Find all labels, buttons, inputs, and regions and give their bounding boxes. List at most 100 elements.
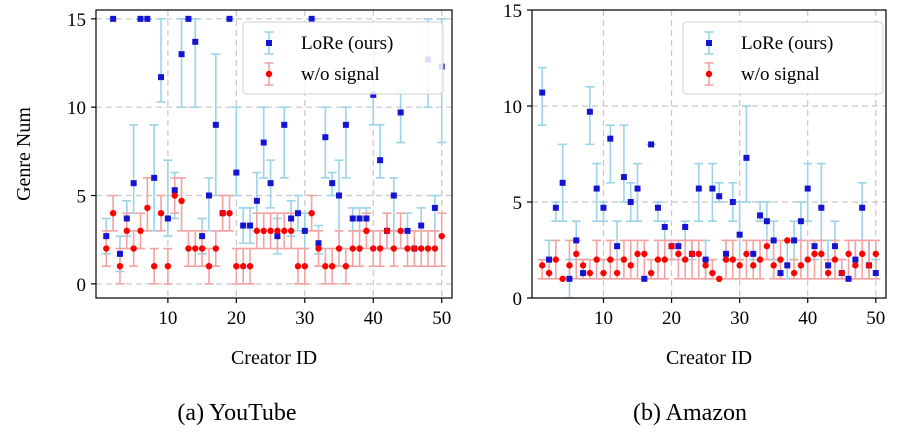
data-point-wo-signal: [233, 262, 240, 270]
data-point-lore: [110, 15, 117, 22]
data-point-wo-signal: [370, 245, 377, 252]
data-point-lore: [627, 199, 634, 205]
data-point-wo-signal: [613, 269, 621, 277]
data-point-wo-signal: [246, 262, 254, 270]
plot-frame: [531, 9, 887, 299]
error-bar: [177, 18, 187, 108]
data-point-lore: [288, 215, 295, 222]
data-point-lore: [763, 218, 770, 225]
data-point-wo-signal: [171, 192, 178, 199]
error-bar: [156, 18, 166, 103]
data-point-wo-signal: [287, 227, 295, 235]
data-point-wo-signal: [688, 250, 696, 258]
x-tick-label: 30: [295, 308, 314, 329]
data-point-wo-signal: [831, 256, 839, 263]
axis-ticks: 10 20 30 40 50 0 5 10 15: [67, 10, 451, 329]
error-bar: [735, 201, 745, 261]
data-point-lore: [274, 233, 281, 240]
data-point-lore: [675, 243, 682, 250]
axis-ticks: 10 20 30 40 50 0 5 10 15: [503, 1, 885, 329]
error-bar: [437, 212, 447, 267]
x-tick-label: 30: [730, 308, 749, 329]
x-tick-label: 40: [364, 308, 383, 329]
data-point-wo-signal: [219, 209, 226, 217]
error-bar: [605, 124, 615, 184]
data-point-lore: [852, 256, 859, 263]
data-point-lore: [648, 141, 655, 148]
data-point-wo-signal: [294, 262, 302, 270]
data-point-wo-signal: [736, 262, 743, 269]
panel-caption: (a) YouTube: [177, 400, 296, 426]
data-point-wo-signal: [729, 256, 737, 263]
data-point-lore: [397, 109, 404, 116]
data-point-lore: [164, 215, 171, 222]
data-point-lore: [158, 74, 165, 81]
x-tick-label: 20: [227, 308, 246, 329]
error-bar: [633, 239, 643, 280]
data-point-lore: [294, 210, 301, 217]
data-point-wo-signal: [431, 245, 439, 252]
data-point-lore: [315, 240, 322, 247]
data-point-lore: [116, 250, 123, 257]
data-point-lore: [151, 174, 158, 181]
data-point-wo-signal: [654, 256, 662, 263]
data-point-lore: [811, 243, 818, 250]
y-tick-label: 5: [513, 193, 523, 214]
data-point-wo-signal: [607, 256, 614, 263]
x-tick-label: 50: [866, 308, 885, 329]
data-point-lore: [260, 139, 267, 146]
legend-label-wo-signal: w/o signal: [741, 64, 820, 85]
data-point-wo-signal: [593, 256, 600, 263]
x-tick-label: 40: [798, 308, 817, 329]
error-bar: [129, 124, 139, 214]
data-point-lore: [377, 157, 384, 164]
data-point-lore: [586, 108, 593, 115]
data-point-wo-signal: [865, 262, 873, 269]
data-point-wo-signal: [253, 227, 261, 235]
data-point-lore: [729, 199, 736, 205]
data-point-wo-signal: [404, 245, 411, 252]
data-point-wo-signal: [566, 262, 573, 269]
data-point-wo-signal: [150, 262, 158, 270]
data-point-wo-signal: [342, 262, 350, 270]
data-point-lore: [212, 121, 219, 128]
x-tick-label: 10: [158, 308, 177, 329]
data-point-lore: [253, 197, 260, 204]
data-point-lore: [641, 275, 648, 282]
data-point-lore: [130, 180, 137, 187]
data-point-wo-signal: [661, 256, 668, 263]
data-point-lore: [301, 227, 308, 234]
data-point-wo-signal: [116, 262, 124, 270]
data-point-wo-signal: [777, 256, 784, 263]
data-point-lore: [593, 185, 600, 192]
data-point-lore: [137, 15, 144, 22]
data-point-wo-signal: [770, 262, 777, 269]
data-point-lore: [750, 250, 757, 257]
data-point-wo-signal: [763, 242, 771, 250]
error-bar: [231, 106, 241, 197]
data-point-wo-signal: [790, 269, 798, 277]
data-point-lore: [777, 270, 784, 277]
y-tick-label: 5: [77, 187, 87, 208]
data-point-wo-signal: [552, 256, 560, 263]
data-point-wo-signal: [137, 227, 144, 235]
data-point-lore: [546, 256, 553, 263]
data-point-wo-signal: [845, 250, 852, 258]
data-point-lore: [404, 227, 411, 234]
data-point-lore: [757, 212, 764, 219]
data-point-wo-signal: [123, 227, 131, 235]
error-bar: [585, 86, 595, 146]
data-point-wo-signal: [858, 250, 866, 258]
data-point-wo-signal: [804, 256, 811, 263]
data-point-lore: [171, 187, 178, 194]
error-bar: [190, 18, 200, 108]
data-point-lore: [247, 222, 254, 229]
error-bar: [341, 106, 351, 179]
data-point-wo-signal: [750, 262, 757, 269]
error-bar: [396, 88, 406, 144]
data-point-lore: [363, 215, 370, 222]
data-point-wo-signal: [620, 256, 628, 263]
data-point-wo-signal: [397, 227, 404, 235]
legend-box: [242, 21, 444, 95]
